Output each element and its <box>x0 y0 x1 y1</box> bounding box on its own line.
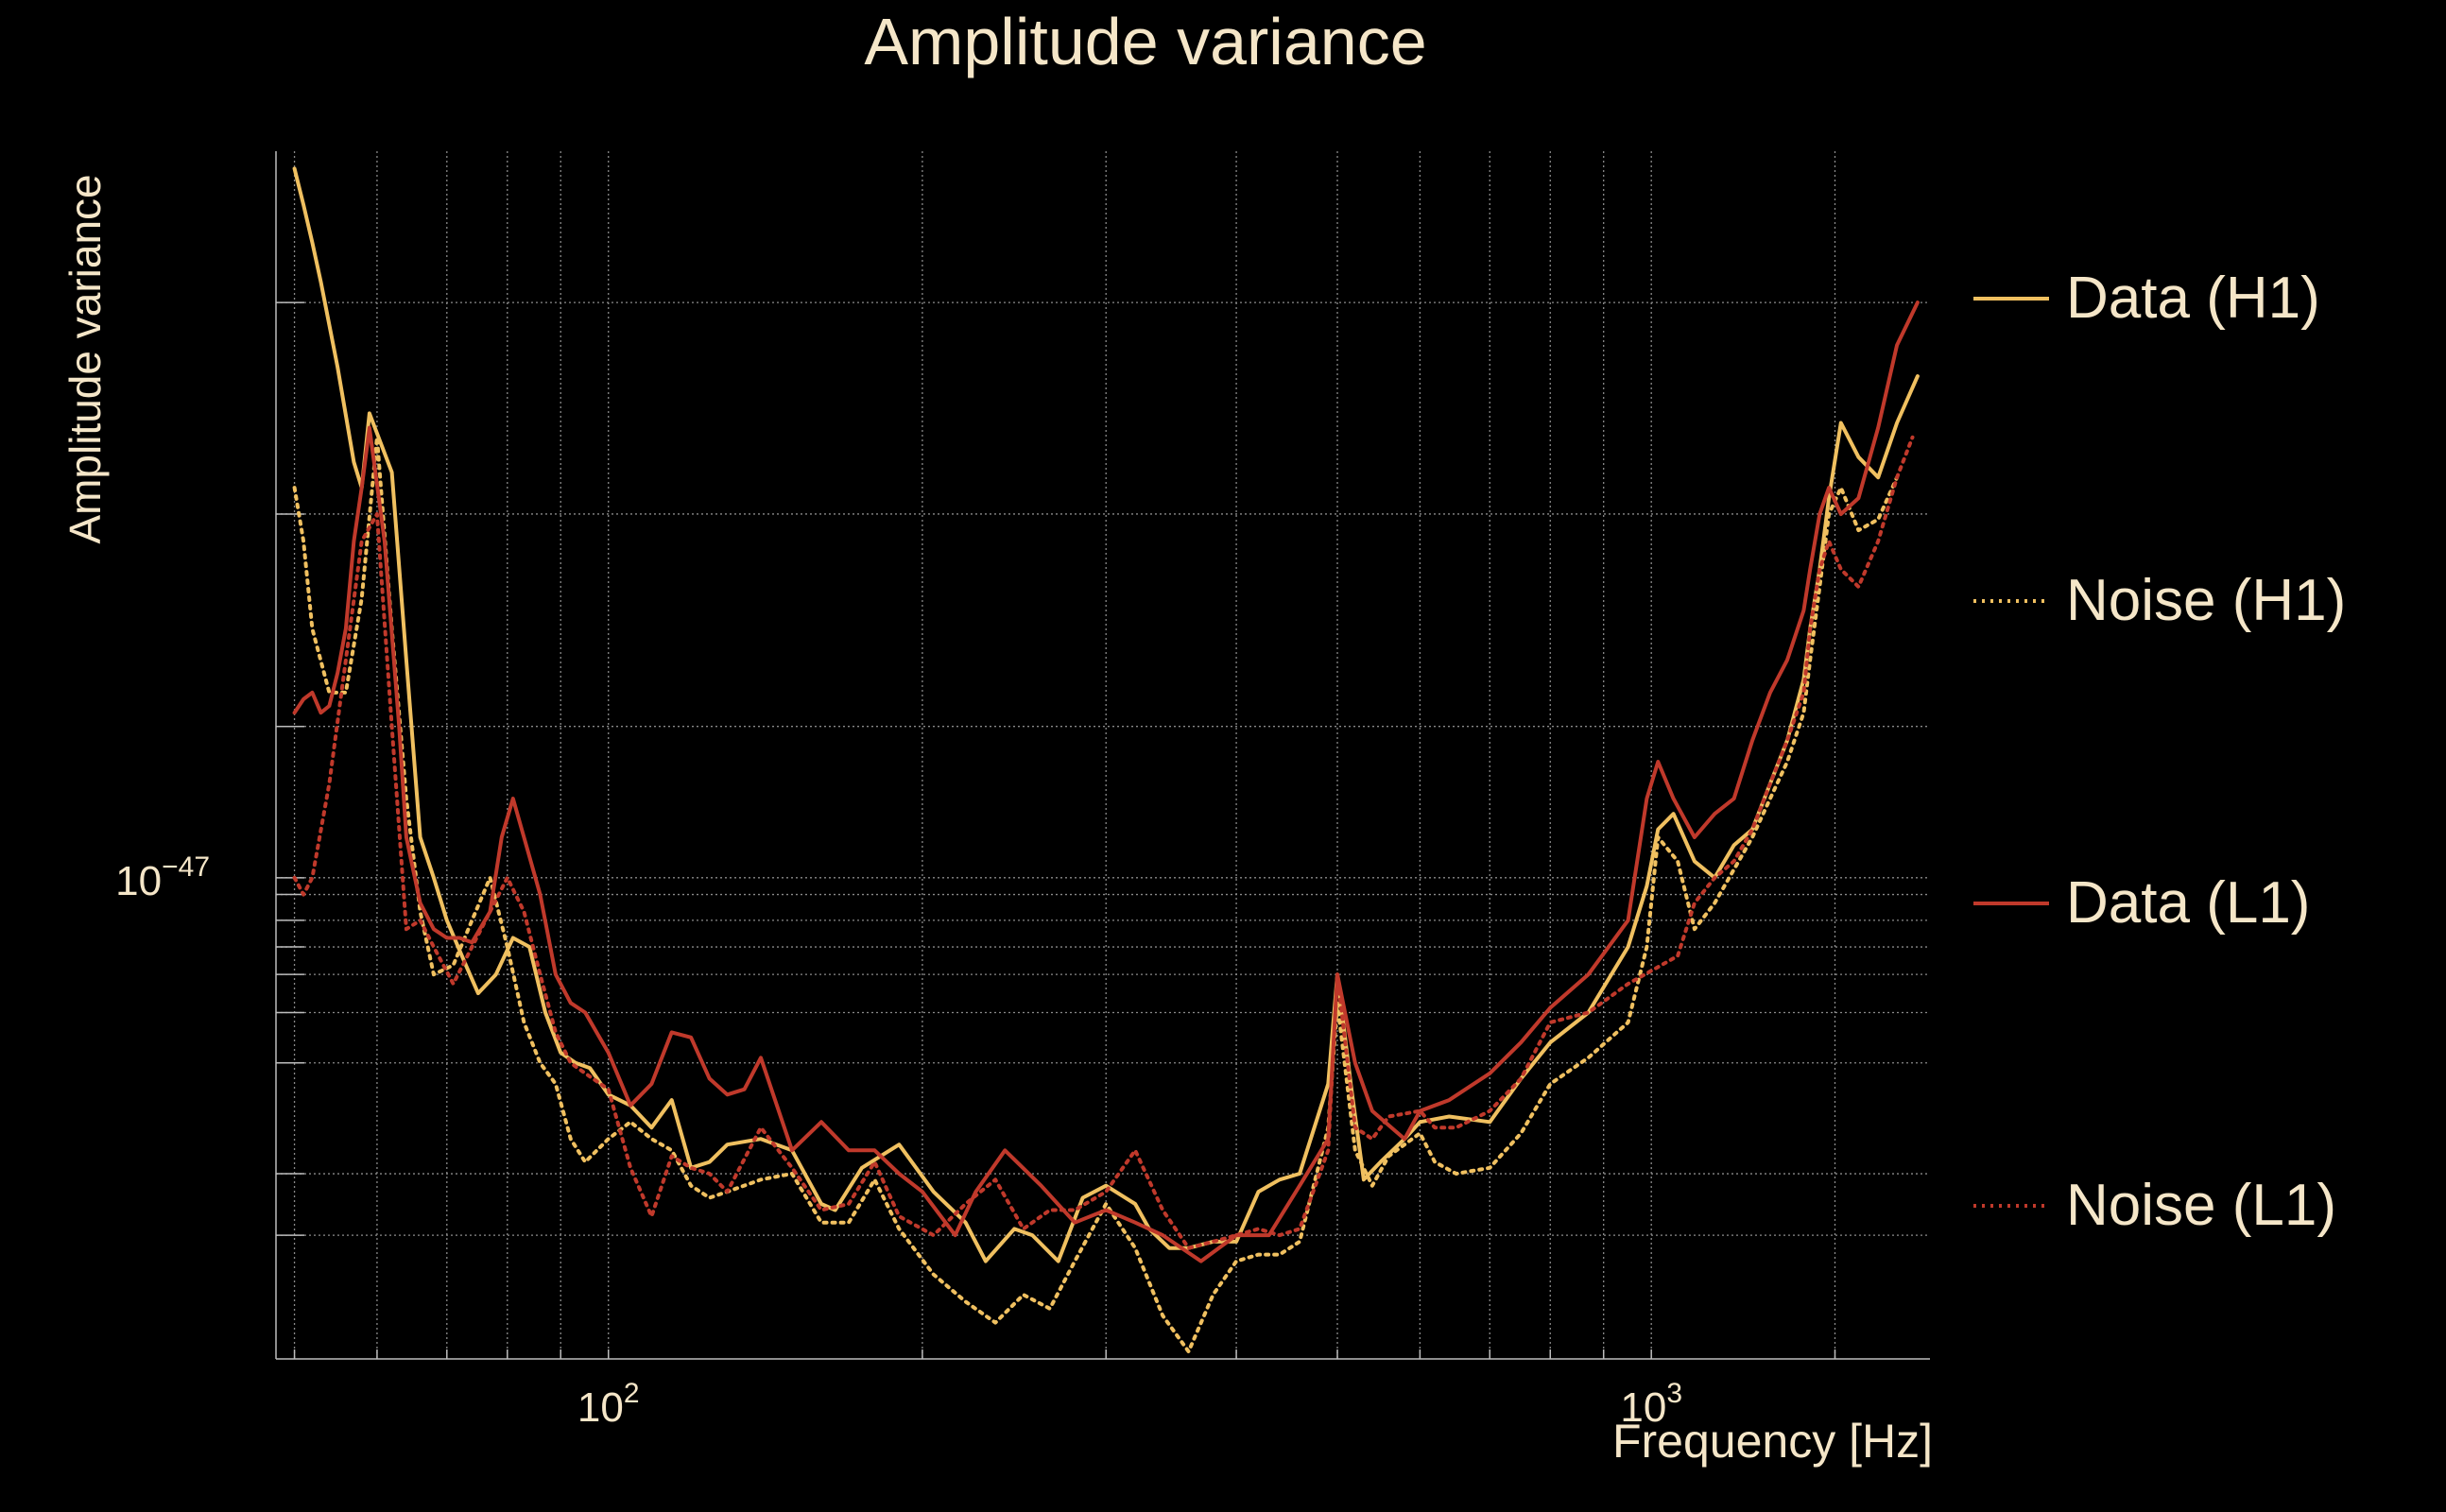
series-line-3 <box>292 301 1920 1263</box>
legend-label-1: Data (H1) <box>2066 266 2320 331</box>
legend-label-3: Data (L1) <box>2066 870 2310 936</box>
grid <box>276 151 1930 1359</box>
series-line-4 <box>292 435 1915 1250</box>
chart-title: Amplitude variance <box>864 5 1426 78</box>
legend-label-4: Noise (L1) <box>2066 1173 2336 1238</box>
x-axis-label: Frequency [Hz] <box>1612 1415 1933 1468</box>
x-tick-label: 102 <box>577 1378 640 1431</box>
legend: Data (H1) Noise (H1) Data (L1) Noise (L1) <box>1973 266 2346 1238</box>
axes <box>275 151 1930 1360</box>
series-lines <box>292 166 1920 1354</box>
legend-label-2: Noise (H1) <box>2066 568 2346 633</box>
series-line-1 <box>292 166 1920 1263</box>
y-axis-label: Amplitude variance <box>60 174 110 543</box>
series-line-2 <box>292 435 1900 1354</box>
